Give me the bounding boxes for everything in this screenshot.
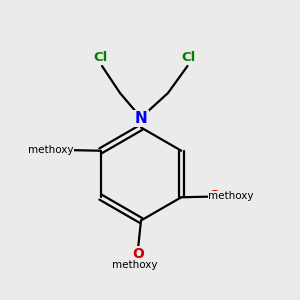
Text: O: O <box>61 142 74 157</box>
Text: methoxy: methoxy <box>208 191 254 201</box>
Text: Cl: Cl <box>182 51 196 64</box>
Text: N: N <box>135 111 147 126</box>
Text: methoxy: methoxy <box>112 260 158 270</box>
Text: methoxy: methoxy <box>28 145 74 154</box>
Text: Cl: Cl <box>93 51 108 64</box>
Text: O: O <box>132 247 144 261</box>
Text: O: O <box>208 189 220 203</box>
